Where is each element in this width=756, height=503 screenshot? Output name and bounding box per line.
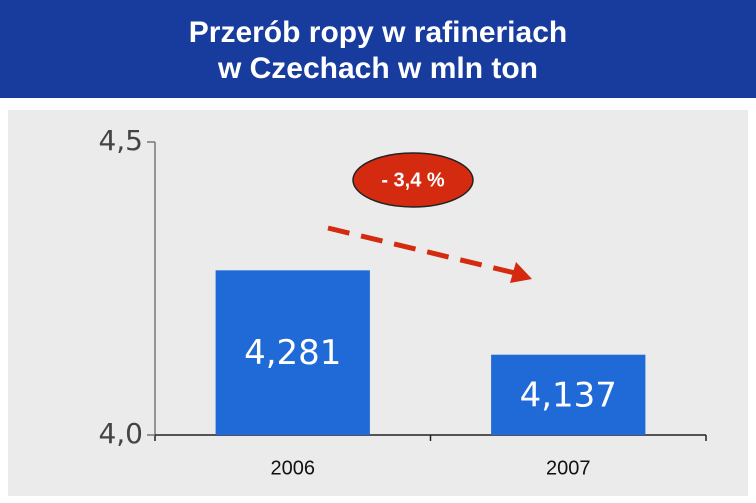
value-label: 4,281 [244,333,341,373]
chart-title: Przerób ropy w rafineriach [189,16,567,49]
annotation: - 3,4 % [381,169,445,191]
bar [491,354,646,435]
value-label: 4,137 [520,375,617,415]
title-band [0,0,756,98]
trend-arrow-head [510,262,532,283]
x-tick-label: 2006 [271,457,316,479]
annotation-badge [352,152,474,208]
chart-title: w Czechach w mln ton [217,52,538,85]
y-tick-label: 4,5 [98,124,143,157]
x-tick-label: 2007 [546,457,591,479]
bar [215,270,370,435]
y-tick-label: 4,0 [98,417,143,450]
